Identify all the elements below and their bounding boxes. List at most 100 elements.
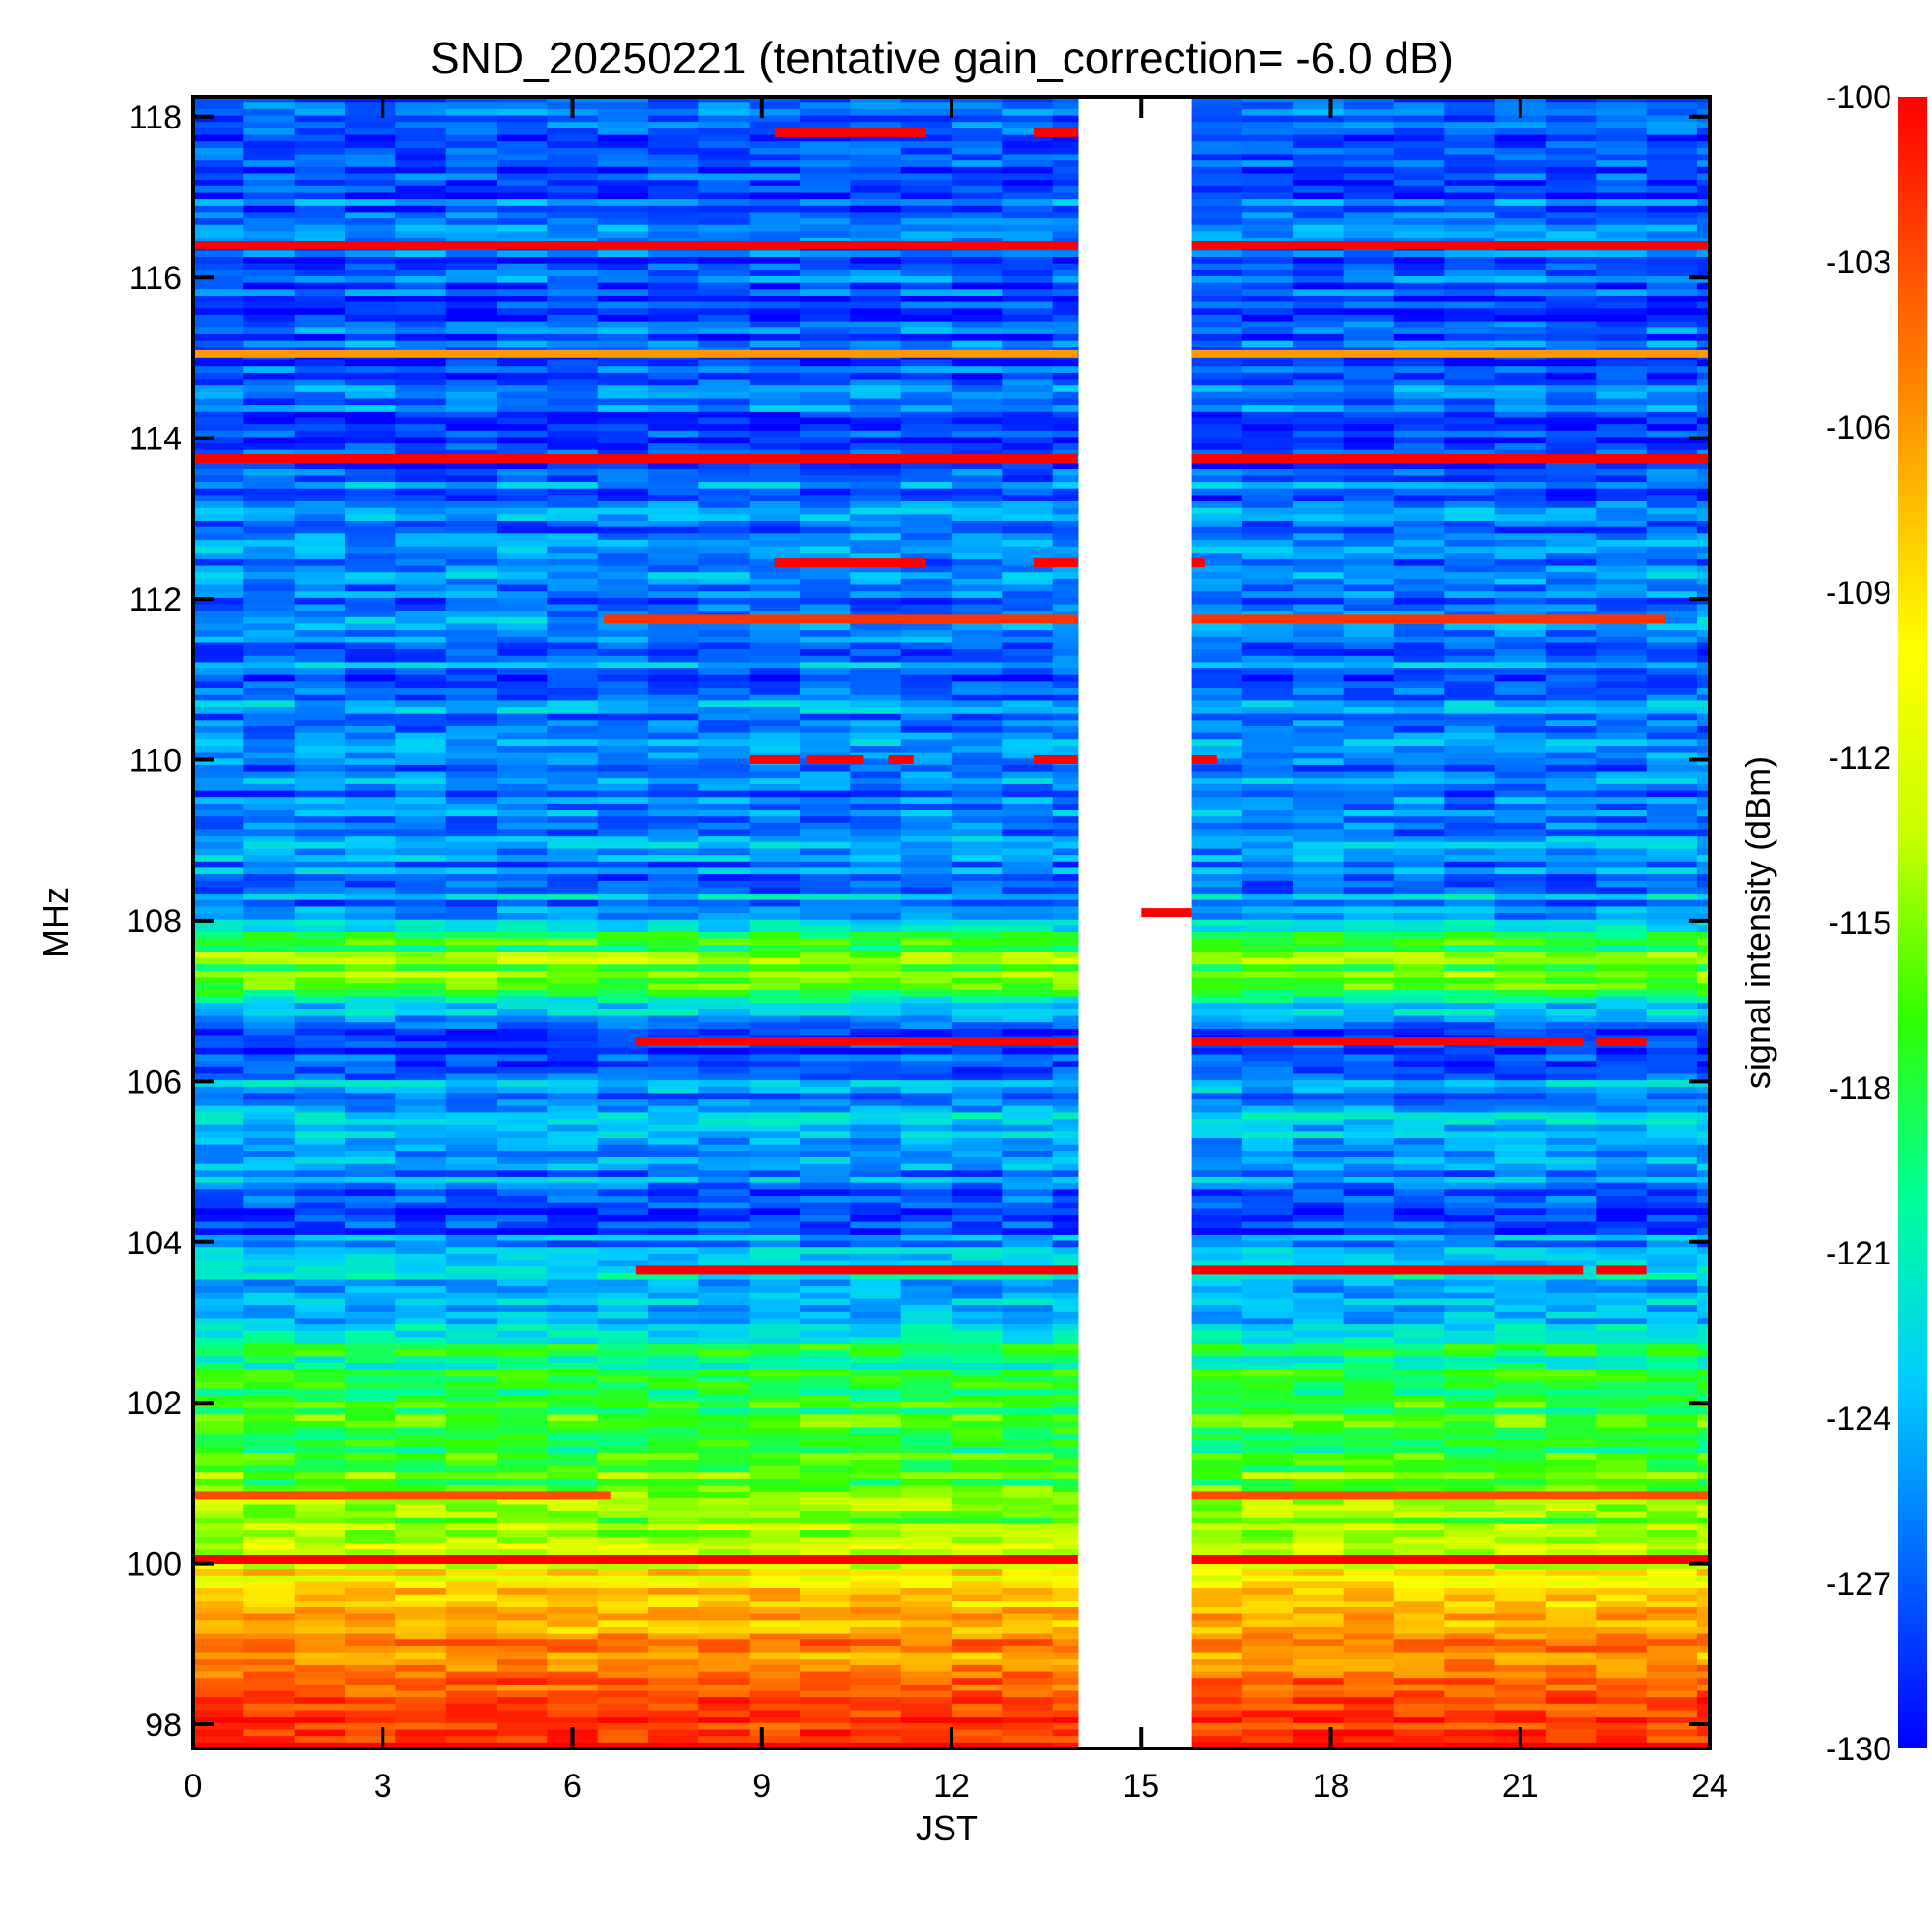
heatmap-cell: [597, 1517, 649, 1524]
heatmap-cell: [1646, 1690, 1698, 1698]
heatmap-cell: [1646, 931, 1698, 939]
heatmap-cell: [1293, 835, 1345, 842]
heatmap-cell: [648, 1529, 699, 1537]
heatmap-cell: [1002, 924, 1054, 932]
heatmap-cell: [1241, 777, 1293, 784]
heatmap-cell: [1052, 706, 1079, 714]
heatmap-cell: [547, 1439, 599, 1447]
heatmap-cell: [294, 951, 346, 958]
heatmap-cell: [294, 1543, 346, 1550]
heatmap-cell: [1241, 1195, 1293, 1203]
heatmap-cell: [497, 648, 548, 656]
heatmap-cell: [597, 1079, 649, 1087]
heatmap-cell: [294, 699, 346, 707]
heatmap-cell: [900, 1112, 952, 1120]
heatmap-cell: [547, 1619, 599, 1627]
heatmap-cell: [698, 1253, 751, 1261]
heatmap-cell: [1545, 1504, 1597, 1512]
heatmap-cell: [497, 1619, 548, 1627]
heatmap-cell: [497, 1272, 548, 1280]
heatmap-cell: [547, 1208, 599, 1215]
heatmap-cell: [1444, 963, 1496, 971]
heatmap-cell: [1696, 1517, 1711, 1524]
heatmap-cell: [1444, 668, 1496, 675]
heatmap-cell: [294, 1015, 346, 1023]
heatmap-cell: [648, 725, 699, 733]
heatmap-cell: [1191, 899, 1243, 907]
heatmap-cell: [547, 1021, 599, 1029]
heatmap-cell: [1444, 648, 1496, 656]
heatmap-cell: [597, 642, 649, 650]
heatmap-cell: [294, 905, 346, 913]
heatmap-cell: [1393, 1015, 1445, 1023]
heatmap-cell: [395, 1523, 447, 1531]
heatmap-cell: [1596, 822, 1648, 830]
heatmap-cell: [1393, 1234, 1445, 1241]
heatmap-cell: [445, 1446, 497, 1454]
heatmap-cell: [497, 713, 548, 721]
heatmap-cell: [952, 899, 1003, 907]
heatmap-cell: [1696, 1710, 1711, 1718]
heatmap-cell: [294, 982, 346, 990]
heatmap-cell: [395, 732, 447, 740]
heatmap-cell: [445, 1253, 497, 1261]
heatmap-cell: [243, 745, 296, 753]
heatmap-cell: [749, 1491, 801, 1498]
heatmap-cell: [1052, 1337, 1079, 1345]
heatmap-cell: [445, 861, 497, 868]
heatmap-cell: [395, 1047, 447, 1055]
heatmap-cell: [243, 1246, 296, 1254]
heatmap-cell: [1596, 1086, 1648, 1094]
heatmap-cell: [395, 1452, 447, 1460]
heatmap-cell: [952, 1253, 1003, 1261]
heatmap-cell: [193, 951, 244, 958]
heatmap-cell: [243, 1195, 296, 1203]
heatmap-cell: [850, 1130, 902, 1138]
heatmap-cell: [294, 1169, 346, 1177]
heatmap-cell: [1191, 1362, 1243, 1370]
heatmap-cell: [1241, 680, 1293, 688]
heatmap-cell: [850, 1465, 902, 1473]
heatmap-cell: [294, 867, 346, 875]
heatmap-cell: [1002, 982, 1054, 990]
heatmap-cell: [648, 1626, 699, 1634]
heatmap-cell: [1241, 938, 1293, 946]
heatmap-cell: [800, 1420, 851, 1428]
heatmap-cell: [1494, 893, 1547, 900]
heatmap-cell: [850, 1420, 902, 1428]
heatmap-cell: [1646, 841, 1698, 849]
heatmap-cell: [900, 642, 952, 650]
heatmap-cell: [1002, 1350, 1054, 1357]
heatmap-cell: [800, 815, 851, 823]
heatmap-cell: [1052, 1543, 1079, 1550]
heatmap-cell: [1444, 1188, 1496, 1196]
heatmap-cell: [800, 1137, 851, 1145]
heatmap-cell: [800, 1710, 851, 1718]
heatmap-cell: [698, 1606, 751, 1614]
heatmap-cell: [1646, 771, 1698, 779]
heatmap-cell: [648, 1722, 699, 1730]
heatmap-cell: [345, 1504, 396, 1512]
heatmap-cell: [294, 1394, 346, 1402]
heatmap-cell: [1646, 1214, 1698, 1222]
heatmap-cell: [395, 1182, 447, 1190]
heatmap-cell: [1293, 1664, 1345, 1672]
heatmap-cell: [1596, 1150, 1648, 1157]
heatmap-cell: [1494, 655, 1547, 663]
heatmap-cell: [395, 1112, 447, 1120]
heatmap-cell: [1393, 1240, 1445, 1248]
heatmap-cell: [749, 706, 801, 714]
heatmap-cell: [1241, 1260, 1293, 1267]
heatmap-cell: [698, 1156, 751, 1164]
heatmap-cell: [648, 1548, 699, 1556]
heatmap-cell: [243, 1362, 296, 1370]
heatmap-cell: [1393, 1645, 1445, 1653]
heatmap-cell: [1444, 1124, 1496, 1132]
heatmap-cell: [193, 1645, 244, 1653]
heatmap-cell: [698, 1015, 751, 1023]
heatmap-cell: [445, 822, 497, 830]
heatmap-cell: [597, 1491, 649, 1498]
heatmap-cell: [1052, 1606, 1079, 1614]
heatmap-cell: [1545, 919, 1597, 926]
heatmap-cell: [1545, 1079, 1597, 1087]
